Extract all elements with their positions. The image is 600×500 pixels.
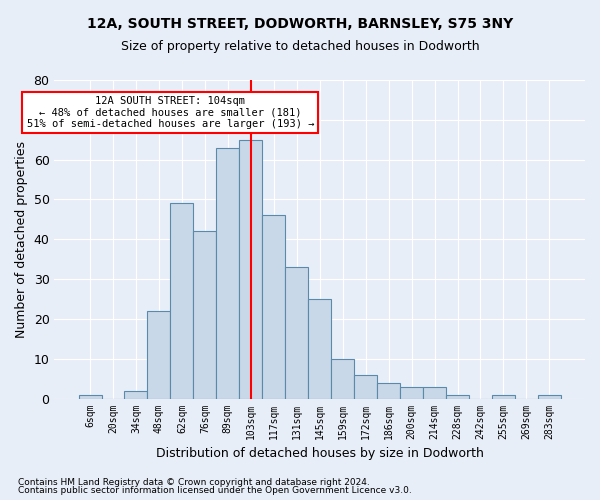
Bar xyxy=(400,386,423,398)
Bar xyxy=(124,390,148,398)
Bar xyxy=(492,394,515,398)
Bar xyxy=(170,204,193,398)
Bar xyxy=(217,148,239,398)
Bar xyxy=(331,358,354,399)
Bar xyxy=(193,232,217,398)
X-axis label: Distribution of detached houses by size in Dodworth: Distribution of detached houses by size … xyxy=(156,447,484,460)
Text: Size of property relative to detached houses in Dodworth: Size of property relative to detached ho… xyxy=(121,40,479,53)
Bar xyxy=(285,267,308,398)
Bar xyxy=(79,394,101,398)
Bar xyxy=(377,382,400,398)
Y-axis label: Number of detached properties: Number of detached properties xyxy=(15,141,28,338)
Text: Contains HM Land Registry data © Crown copyright and database right 2024.: Contains HM Land Registry data © Crown c… xyxy=(18,478,370,487)
Bar xyxy=(262,216,285,398)
Bar xyxy=(354,374,377,398)
Bar xyxy=(446,394,469,398)
Bar xyxy=(538,394,561,398)
Text: 12A SOUTH STREET: 104sqm
← 48% of detached houses are smaller (181)
51% of semi-: 12A SOUTH STREET: 104sqm ← 48% of detach… xyxy=(26,96,314,129)
Text: 12A, SOUTH STREET, DODWORTH, BARNSLEY, S75 3NY: 12A, SOUTH STREET, DODWORTH, BARNSLEY, S… xyxy=(87,18,513,32)
Bar xyxy=(308,299,331,398)
Bar xyxy=(148,311,170,398)
Bar xyxy=(423,386,446,398)
Bar xyxy=(239,140,262,398)
Text: Contains public sector information licensed under the Open Government Licence v3: Contains public sector information licen… xyxy=(18,486,412,495)
